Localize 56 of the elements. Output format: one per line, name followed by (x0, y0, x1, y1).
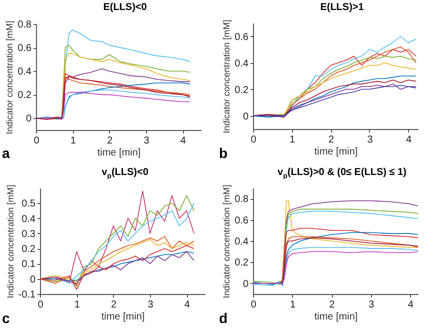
x-tick-label: 4 (408, 300, 414, 310)
x-tick-label: 2 (329, 300, 336, 310)
chart-title: v$_{p}$(LLS)>0 & (0≤ E(LLS) ≤ 1) (276, 167, 408, 180)
x-tick-label: 3 (144, 136, 150, 146)
y-axis-title: Indicator concentration [mM] (222, 184, 232, 298)
y-tick-label: 0.6 (234, 32, 249, 43)
y-tick-label: 0.4 (234, 58, 249, 70)
y-tick-label: 0.2 (234, 84, 249, 96)
y-axis-title: Indicator concentration [mM] (5, 184, 16, 298)
y-tick-label: 0 (242, 111, 249, 122)
y-tick-label: 0.4 (234, 236, 249, 248)
x-tick-label: 4 (180, 136, 186, 146)
x-tick-label: 1 (290, 134, 296, 146)
chart-title: E(LLS)>1 (319, 2, 365, 13)
x-tick-label: 0 (38, 300, 44, 310)
x-tick-label: 0 (250, 134, 257, 146)
x-axis-title: time [min] (314, 312, 358, 322)
x-tick-label: 3 (148, 300, 154, 310)
x-tick-label: 2 (107, 136, 114, 146)
x-tick-label: 2 (328, 134, 334, 146)
x-tick-label: 1 (70, 136, 76, 146)
x-tick-label: 4 (184, 300, 190, 310)
x-tick-label: 1 (74, 300, 80, 310)
y-tick-label: 0.5 (22, 198, 36, 210)
text: d (219, 310, 228, 326)
text: c (2, 310, 10, 326)
x-tick-label: 3 (367, 134, 374, 146)
y-tick-label: 0.2 (22, 244, 36, 256)
y-axis-title: Indicator concentration [mM] (222, 20, 232, 134)
y-tick-label: 0.2 (234, 258, 249, 269)
x-tick-label: 2 (111, 300, 118, 310)
chart-title: v$_{p}$(LLS)<0 (100, 167, 150, 180)
y-tick-label: 0 (242, 278, 249, 290)
y-tick-label: 0 (30, 274, 36, 286)
y-tick-label: 0.6 (234, 215, 249, 226)
y-tick-label: 0.3 (22, 228, 36, 240)
text: a (2, 145, 10, 161)
x-tick-label: 1 (290, 300, 296, 310)
text: b (219, 145, 228, 161)
y-tick-label: 0.1 (22, 259, 36, 270)
y-tick-label: 0 (26, 114, 32, 125)
x-axis-title: time [min] (101, 312, 145, 322)
y-tick-label: 0.8 (18, 20, 32, 30)
y-tick-label: 0.6 (18, 43, 32, 54)
y-tick-label: 0.2 (18, 90, 32, 102)
x-tick-label: 3 (368, 300, 375, 310)
y-tick-label: 0.8 (234, 194, 249, 206)
x-axis-title: time [min] (97, 148, 141, 158)
y-tick-label: 0.4 (18, 66, 32, 78)
chart-title: E(LLS)<0 (102, 2, 148, 13)
x-tick-label: 4 (406, 134, 412, 146)
y-axis-title: Indicator concentration [mM] (4, 20, 15, 134)
y-tick-label: 0.4 (22, 214, 36, 225)
y-tick-label: -0.1 (18, 290, 36, 300)
x-tick-label: 0 (250, 300, 257, 310)
x-axis-title: time [min] (314, 146, 358, 158)
